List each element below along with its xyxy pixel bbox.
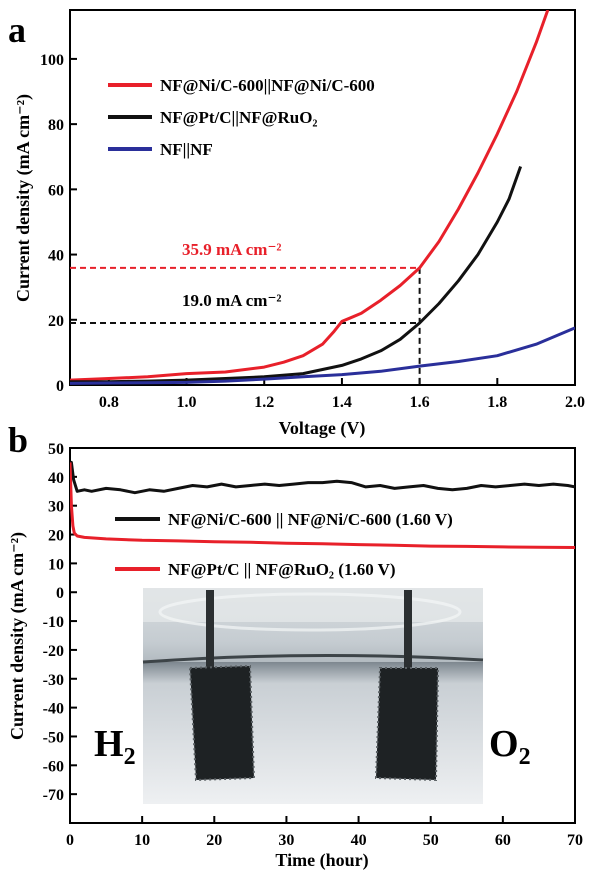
photo-left-bubbles xyxy=(188,664,256,782)
y-tick-label: -60 xyxy=(43,758,64,775)
y-tick-label: 40 xyxy=(48,248,64,265)
x-tick-label: 2.0 xyxy=(565,394,585,411)
panel-a-series xyxy=(70,10,575,385)
series-line-nf-nf xyxy=(70,326,575,385)
x-tick-label: 1.6 xyxy=(410,394,430,411)
y-tick-label: -10 xyxy=(43,614,64,631)
x-tick-label: 0.8 xyxy=(99,394,119,411)
panel-b: b 0 10 20 30 40 50 60 70 50 40 30 20 10 0 -10 -20 -30 -40… xyxy=(7,420,583,871)
x-tick-label: 30 xyxy=(278,832,294,849)
panel-a: a 0.8 1.0 1.2 1.4 1.6 1.8 2.0 0 20 40 60 80 100 NF@N… xyxy=(8,9,585,439)
x-tick-label: 20 xyxy=(206,832,222,849)
legend-label-ni-c: NF@Ni/C-600||NF@Ni/C-600 xyxy=(160,76,375,95)
y-tick-label: -50 xyxy=(43,729,64,746)
x-tick-label: 1.4 xyxy=(332,394,352,411)
y-tick-label: -70 xyxy=(43,787,64,804)
y-tick-label: 0 xyxy=(56,585,64,602)
y-tick-label: 20 xyxy=(48,313,64,330)
series-line-nf-pt-c-nf-ruo-1-60-v xyxy=(70,462,575,549)
y-tick-label: 20 xyxy=(48,528,64,545)
x-tick-label: 70 xyxy=(567,832,583,849)
panel-b-plot-frame xyxy=(69,447,576,824)
x-tick-label: 60 xyxy=(495,832,511,849)
y-tick-label: -40 xyxy=(43,701,64,718)
x-tick-label: 1.8 xyxy=(487,394,507,411)
panel-b-ylabel: Current density (mA cm⁻²) xyxy=(7,532,28,740)
x-tick-label: 1.0 xyxy=(177,394,197,411)
panel-a-xlabel: Voltage (V) xyxy=(279,418,366,439)
y-tick-label: 100 xyxy=(40,52,64,69)
x-tick-label: 1.2 xyxy=(254,394,274,411)
panel-b-xlabel: Time (hour) xyxy=(275,850,368,871)
label-h2: H2 xyxy=(94,723,136,770)
y-tick-label: 0 xyxy=(56,378,64,395)
y-tick-label: 50 xyxy=(48,441,64,458)
panel-b-series xyxy=(70,460,575,549)
y-tick-label: 60 xyxy=(48,182,64,199)
y-tick-label: 80 xyxy=(48,117,64,134)
panel-a-label: a xyxy=(8,10,26,50)
photo-right-wire xyxy=(404,590,412,668)
series-line-nf-pt-c-nf-ruo xyxy=(70,165,523,384)
panel-b-label: b xyxy=(8,420,28,460)
photo-right-bubbles xyxy=(374,667,440,782)
annotation-19-0: 19.0 mA cm⁻² xyxy=(182,291,282,310)
annotation-35-9: 35.9 mA cm⁻² xyxy=(182,240,282,259)
y-tick-label: 30 xyxy=(48,499,64,516)
label-o2: O2 xyxy=(489,723,531,770)
legend-label-pt-ruo2: NF@Pt/C||NF@RuO₂ xyxy=(160,108,318,127)
legend-label-ni-c-stability: NF@Ni/C-600 || NF@Ni/C-600 (1.60 V) xyxy=(168,510,453,529)
y-tick-label: -20 xyxy=(43,643,64,660)
y-tick-label: 10 xyxy=(48,556,64,573)
panel-a-ylabel: Current density (mA cm⁻²) xyxy=(13,94,34,302)
panel-a-plot-frame xyxy=(69,9,576,386)
panel-a-guides xyxy=(70,266,421,385)
y-tick-label: 40 xyxy=(48,470,64,487)
legend-label-pt-ruo2-stability: NF@Pt/C || NF@RuO₂ (1.60 V) xyxy=(168,560,396,579)
legend-label-nf: NF||NF xyxy=(160,140,213,159)
panel-a-ticks: 0.8 1.0 1.2 1.4 1.6 1.8 2.0 0 20 40 60 80 100 xyxy=(40,52,585,411)
photo-left-wire xyxy=(206,590,214,668)
photo-beaker-rim xyxy=(158,592,462,632)
photo-water-line xyxy=(142,653,484,664)
x-tick-label: 10 xyxy=(134,832,150,849)
photo-right-electrode xyxy=(376,668,438,780)
x-tick-label: 0 xyxy=(66,832,74,849)
photo-left-electrode xyxy=(190,666,254,780)
inset-electrolysis-photo xyxy=(142,588,484,804)
series-line-nf-ni-c-600-nf-ni-c-600-1-60-v xyxy=(70,460,575,495)
y-tick-label: -30 xyxy=(43,672,64,689)
panel-b-ticks: 0 10 20 30 40 50 60 70 50 40 30 20 10 0 -10 -20 -30 -40 -5… xyxy=(43,441,583,849)
panel-a-legend: NF@Ni/C-600||NF@Ni/C-600 NF@Pt/C||NF@RuO… xyxy=(108,76,375,159)
x-tick-label: 40 xyxy=(351,832,367,849)
series-line-nf-ni-c-600-nf-ni-c-600 xyxy=(70,10,550,382)
x-tick-label: 50 xyxy=(423,832,439,849)
panel-b-legend: NF@Ni/C-600 || NF@Ni/C-600 (1.60 V) NF@P… xyxy=(115,510,453,579)
